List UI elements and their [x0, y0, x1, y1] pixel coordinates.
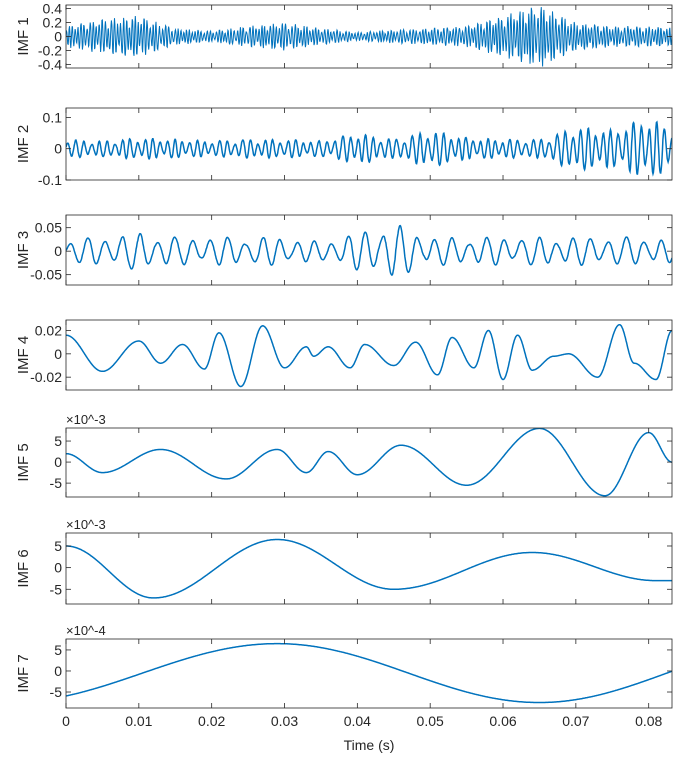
y-tick-label: 0.1 — [43, 109, 63, 125]
x-axis-label: Time (s) — [344, 737, 395, 753]
imf-6-line — [66, 538, 672, 599]
y-tick-label: -0.05 — [30, 267, 62, 283]
subplot-imf-7: 5 0 -5 IMF 7 ×10^-4 0 0.01 0.02 0.03 0.04 0.05 0.06… — [15, 623, 673, 753]
y-tick-label: 0.02 — [35, 323, 62, 339]
y-tick-label: 0 — [54, 454, 62, 470]
x-tick-label: 0.03 — [271, 713, 298, 729]
x-tick-label: 0.01 — [125, 713, 152, 729]
subplot-imf-6: 5 0 -5 IMF 6 ×10^-3 — [15, 517, 673, 605]
y-tick-label: 0 — [54, 560, 62, 576]
subplot-imf-2: 0.1 0 -0.1 IMF 2 — [15, 107, 673, 188]
imf-5-line — [66, 428, 672, 497]
axes-box — [65, 638, 673, 709]
subplot-imf-5: 5 0 -5 IMF 5 ×10^-3 — [15, 412, 673, 498]
x-tick-label: 0.04 — [344, 713, 371, 729]
y-axis-label: IMF 1 — [15, 17, 32, 55]
y-axis-label: IMF 7 — [15, 654, 32, 692]
y-tick-label: -5 — [50, 684, 63, 700]
y-axis-label: IMF 4 — [15, 336, 32, 374]
exponent-label: ×10^-4 — [66, 623, 106, 638]
y-tick-label: -0.1 — [38, 172, 62, 188]
y-tick-label: 0 — [54, 346, 62, 362]
y-tick-label: -0.4 — [38, 57, 62, 73]
y-axis-label: IMF 3 — [15, 231, 32, 269]
y-tick-label: 5 — [54, 642, 62, 658]
y-tick-label: -5 — [50, 475, 63, 491]
subplot-imf-1: 0.40.20-0.2-0.4 IMF 1 — [15, 1, 673, 73]
x-tick-label: 0 — [62, 713, 70, 729]
imf-3-line — [66, 224, 672, 277]
imf-2-line — [66, 120, 672, 177]
y-tick-label: 0.4 — [43, 1, 63, 17]
axes-box — [65, 319, 673, 391]
y-tick-label: -0.2 — [38, 43, 62, 59]
imf-7-line — [66, 642, 672, 704]
exponent-label: ×10^-3 — [66, 412, 106, 427]
y-tick-label: 0 — [54, 663, 62, 679]
x-tick-label: 0.06 — [489, 713, 516, 729]
y-tick-label: 5 — [54, 433, 62, 449]
axes-box — [65, 427, 673, 498]
y-tick-label: 0 — [54, 141, 62, 157]
y-tick-label: 0.2 — [43, 15, 63, 31]
imf-4-line — [66, 323, 672, 388]
axes-box — [65, 532, 673, 605]
axes-box — [65, 107, 673, 181]
x-tick-label: 0.08 — [635, 713, 662, 729]
y-tick-label: 0 — [54, 243, 62, 259]
y-tick-label: 5 — [54, 538, 62, 554]
y-tick-label: -5 — [50, 581, 63, 597]
y-axis-label: IMF 2 — [15, 125, 32, 163]
y-tick-label: -0.02 — [30, 369, 62, 385]
y-tick-label: 0 — [54, 29, 62, 45]
axes-box — [65, 214, 673, 286]
y-axis-label: IMF 6 — [15, 549, 32, 587]
imf-1-line — [66, 7, 672, 67]
exponent-label: ×10^-3 — [66, 517, 106, 532]
x-tick-label: 0.07 — [562, 713, 589, 729]
y-axis-label: IMF 5 — [15, 443, 32, 481]
y-tick-label: 0.05 — [35, 220, 62, 236]
x-tick-label: 0.05 — [417, 713, 444, 729]
x-tick-label: 0.02 — [198, 713, 225, 729]
